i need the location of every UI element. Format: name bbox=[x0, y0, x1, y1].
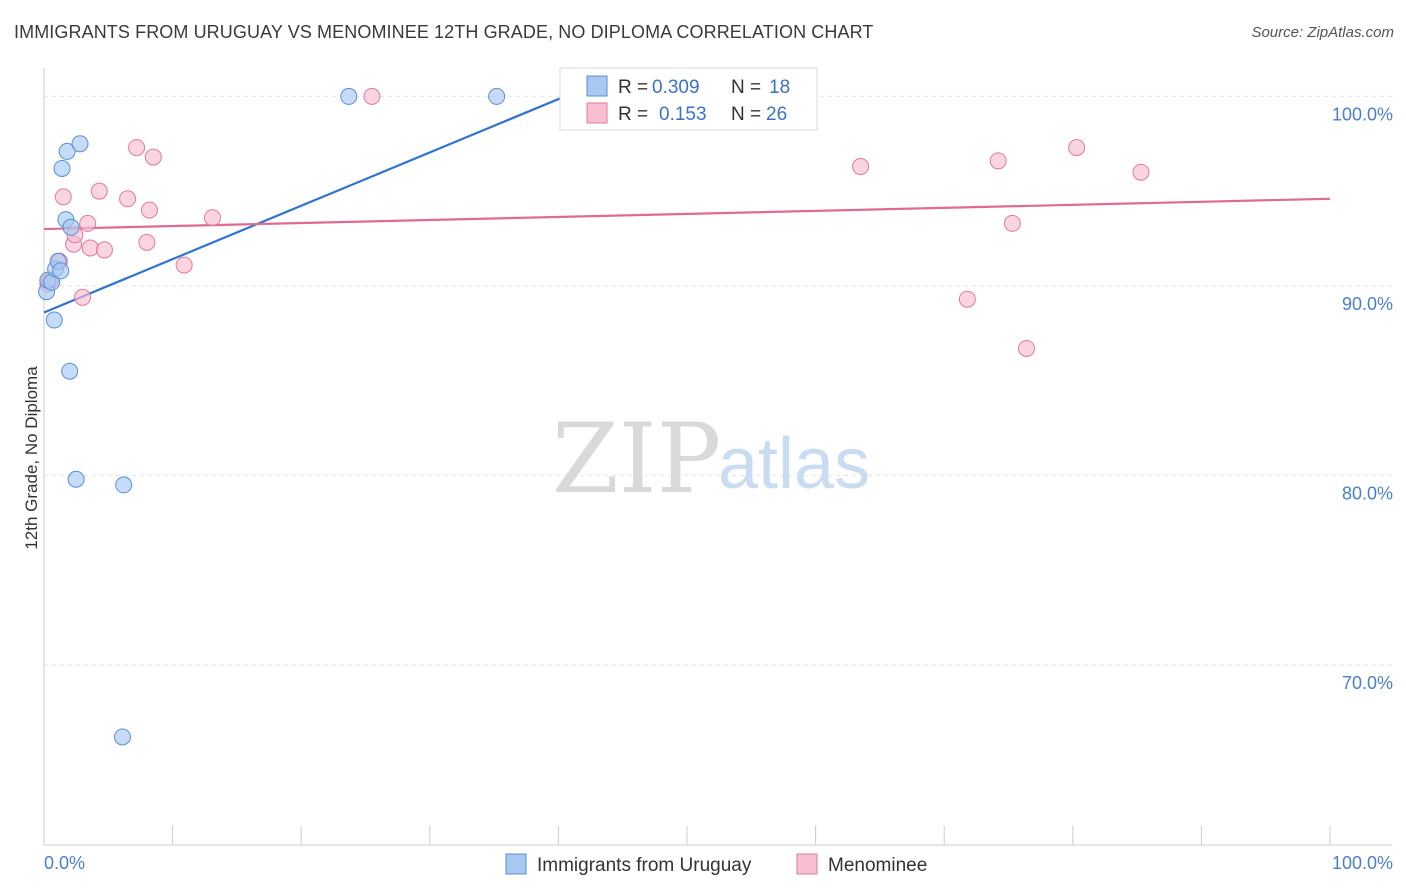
y-tick-label: 80.0% bbox=[1342, 483, 1393, 503]
data-point bbox=[363, 87, 381, 105]
data-point bbox=[67, 470, 85, 488]
data-point bbox=[340, 87, 358, 105]
data-point bbox=[53, 159, 71, 177]
data-point bbox=[58, 142, 76, 160]
x-tick-label-min: 0.0% bbox=[44, 853, 85, 873]
point-layer bbox=[38, 87, 1150, 746]
series-legend: Immigrants from Uruguay Menominee bbox=[505, 853, 927, 876]
y-tick-label: 70.0% bbox=[1342, 673, 1393, 693]
trend-layer bbox=[43, 95, 1331, 314]
data-point bbox=[140, 201, 158, 219]
data-point bbox=[1003, 214, 1021, 232]
data-point bbox=[52, 262, 70, 280]
data-point bbox=[989, 152, 1007, 170]
data-point bbox=[61, 362, 79, 380]
trend-line bbox=[43, 95, 566, 314]
series-legend-label-menominee: Menominee bbox=[828, 855, 927, 876]
data-point bbox=[958, 290, 976, 308]
grid-layer bbox=[44, 95, 1392, 666]
x-tick-label-max: 100.0% bbox=[1332, 853, 1393, 873]
series-legend-swatch-uruguay bbox=[505, 853, 527, 875]
legend-n-label-2: N = bbox=[731, 104, 761, 125]
legend-swatch-uruguay bbox=[586, 75, 608, 97]
data-point bbox=[1018, 339, 1036, 357]
data-point bbox=[119, 190, 137, 208]
legend-n-value-2: 26 bbox=[766, 104, 787, 125]
legend-r-label-1: R = bbox=[618, 77, 648, 98]
watermark-zip: ZIP bbox=[552, 403, 721, 515]
y-axis-label: 12th Grade, No Diploma bbox=[22, 366, 41, 550]
data-point bbox=[203, 209, 221, 227]
y-tick-label-layer: 70.0% 80.0% 90.0% 100.0% bbox=[1332, 104, 1393, 693]
y-tick-label: 90.0% bbox=[1342, 294, 1393, 314]
data-point bbox=[1068, 139, 1086, 157]
data-point bbox=[488, 87, 506, 105]
stats-legend: R = 0.309 N = 18 R = 0.153 N = 26 bbox=[559, 67, 818, 131]
series-legend-label-uruguay: Immigrants from Uruguay bbox=[537, 855, 752, 876]
legend-r-label-2: R = bbox=[618, 104, 648, 125]
data-point bbox=[1132, 163, 1150, 181]
data-point bbox=[138, 233, 156, 251]
data-point bbox=[852, 158, 870, 176]
chart-title: IMMIGRANTS FROM URUGUAY VS MENOMINEE 12T… bbox=[14, 22, 874, 42]
legend-n-value-1: 18 bbox=[769, 77, 790, 98]
data-point bbox=[175, 256, 193, 274]
data-point bbox=[81, 239, 99, 257]
legend-swatch-menominee bbox=[586, 102, 608, 124]
data-point bbox=[45, 311, 63, 329]
legend-r-value-1: 0.309 bbox=[652, 77, 700, 98]
data-point bbox=[115, 476, 133, 494]
source-label: Source: ZipAtlas.com bbox=[1251, 24, 1394, 41]
data-point bbox=[74, 288, 92, 306]
data-point bbox=[95, 241, 113, 259]
legend-r-value-2: 0.153 bbox=[659, 104, 707, 125]
data-point bbox=[90, 182, 108, 200]
data-point bbox=[79, 214, 97, 232]
data-point bbox=[62, 218, 80, 236]
data-point bbox=[113, 728, 131, 746]
data-point bbox=[128, 139, 146, 157]
data-point bbox=[71, 135, 89, 153]
legend-n-label-1: N = bbox=[731, 77, 761, 98]
watermark-atlas: atlas bbox=[718, 424, 870, 504]
y-tick-label: 100.0% bbox=[1332, 104, 1393, 124]
series-legend-swatch-menominee bbox=[796, 853, 818, 875]
x-tick-layer bbox=[43, 826, 1331, 845]
data-point bbox=[54, 188, 72, 206]
data-point bbox=[144, 148, 162, 166]
trend-line bbox=[43, 197, 1331, 231]
